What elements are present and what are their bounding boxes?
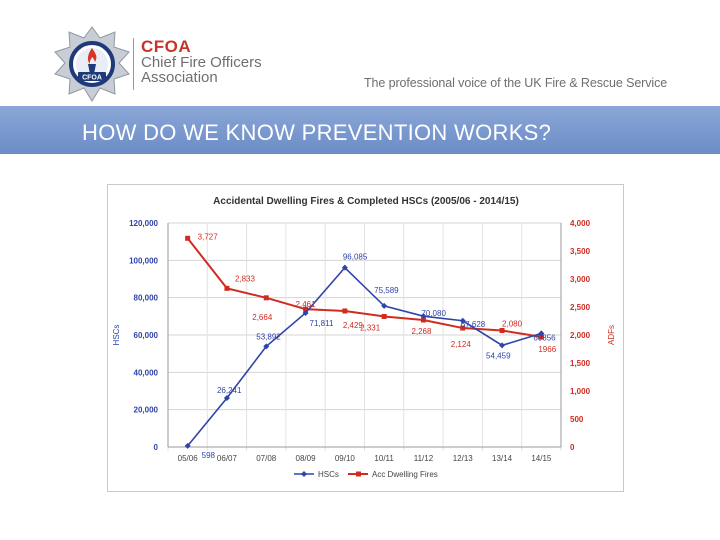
point-hscs [538,330,545,337]
y-tick-right: 3,500 [570,247,591,256]
y-tick-right: 2,500 [570,303,591,312]
data-label-adfs: 2,268 [411,327,432,336]
point-hscs [263,343,270,350]
data-label-hscs: 96,085 [343,253,368,262]
x-tick: 13/14 [492,454,513,463]
data-label-hscs: 598 [202,451,216,460]
plot-area: 598 26,241 53,892 71,811 96,085 75,589 70,080 6… [184,232,557,460]
y-tick-left: 80,000 [134,294,159,303]
data-label-adfs: 2,331 [360,323,381,332]
header: CFOA CFOA Chief Fire Officers Associatio… [0,0,720,106]
y-tick-left: 0 [154,443,159,452]
data-label-adfs: 2,080 [502,320,523,329]
header-divider [133,38,134,90]
data-label-hscs: 54,459 [486,351,511,360]
logo-scroll [78,72,106,81]
point-hscs [341,264,348,271]
logo-text: CFOA [82,75,102,82]
data-label-hscs: 70,080 [421,309,446,318]
y-axis-label-left: HSCs [112,325,121,346]
tick-labels: 0 20,000 40,000 60,000 80,000 100,000 120,000 0… [129,219,590,463]
y-tick-right: 1,500 [570,359,591,368]
tagline: The professional voice of the UK Fire & … [364,76,668,90]
data-label-adfs: 1966 [538,345,556,354]
chart-title: Accidental Dwelling Fires & Completed HS… [213,196,519,207]
brand-name-line1: Chief Fire Officers [141,54,262,71]
x-tick: 05/06 [178,454,199,463]
point-adfs [460,325,466,331]
data-label-hscs: 53,892 [256,332,281,341]
y-tick-left: 120,000 [129,219,158,228]
data-label-hscs: 67,628 [461,320,486,329]
data-label-adfs: 2,461 [296,300,317,309]
point-hscs [184,442,191,449]
x-tick: 11/12 [414,454,434,463]
data-label-adfs: 3,727 [198,232,219,241]
y-tick-left: 20,000 [134,406,159,415]
point-adfs [381,313,387,319]
slide-title: HOW DO WE KNOW PREVENTION WORKS? [82,120,552,145]
cfoa-logo: CFOA [54,26,130,102]
series-line-hscs [187,266,542,447]
point-hscs [381,302,388,309]
y-tick-left: 40,000 [134,368,159,377]
brand-name-line2: Association [141,69,218,86]
legend: HSCs Acc Dwelling Fires [294,470,438,479]
point-adfs [538,334,544,340]
x-tick: 09/10 [335,454,356,463]
chart-container: Accidental Dwelling Fires & Completed HS… [107,184,624,492]
y-tick-left: 60,000 [134,331,159,340]
axes [167,223,562,448]
title-banner: HOW DO WE KNOW PREVENTION WORKS? [0,106,720,154]
y-tick-right: 0 [570,443,575,452]
x-tick: 08/09 [296,454,317,463]
data-label-adfs: 2,429 [343,321,364,330]
data-label-hscs: 26,241 [217,386,242,395]
data-label-adfs: 2,124 [451,340,472,349]
y-tick-right: 4,000 [570,219,591,228]
data-label-hscs: 60856 [533,333,556,342]
flame-icon [87,48,97,64]
point-adfs [342,308,348,314]
data-label-hscs: 71,811 [310,319,334,328]
series-line-adfs [186,237,542,338]
point-hscs [420,313,427,320]
x-tick: 12/13 [453,454,474,463]
legend-label-hscs: HSCs [318,470,339,479]
point-adfs [263,295,269,301]
point-hscs [302,309,309,316]
brand-abbr: CFOA [141,37,192,56]
x-tick: 06/07 [217,454,238,463]
y-tick-right: 2,000 [570,331,591,340]
y-tick-left: 100,000 [129,256,158,265]
point-adfs [303,306,309,312]
legend-marker-adfs [356,471,361,477]
y-tick-right: 3,000 [570,275,591,284]
point-adfs [185,235,191,241]
data-label-adfs: 2,664 [252,313,273,322]
point-adfs [224,285,230,291]
point-adfs [420,317,426,323]
x-tick: 07/08 [256,454,277,463]
point-hscs [223,395,230,402]
data-label-hscs: 75,589 [374,286,399,295]
legend-label-adfs: Acc Dwelling Fires [372,470,438,479]
y-tick-right: 1,000 [570,387,591,396]
point-adfs [499,328,505,334]
y-tick-right: 500 [570,415,584,424]
point-hscs [499,342,506,349]
x-tick: 14/15 [531,454,552,463]
point-hscs [459,317,466,324]
x-tick: 10/11 [374,454,394,463]
brand-block: CFOA Chief Fire Officers Association [141,38,262,85]
data-label-adfs: 2,833 [235,274,256,283]
y-axis-label-right: ADFs [607,325,616,345]
legend-marker-hscs [301,471,307,477]
torch-icon [88,64,96,74]
chart: Accidental Dwelling Fires & Completed HS… [112,196,616,479]
